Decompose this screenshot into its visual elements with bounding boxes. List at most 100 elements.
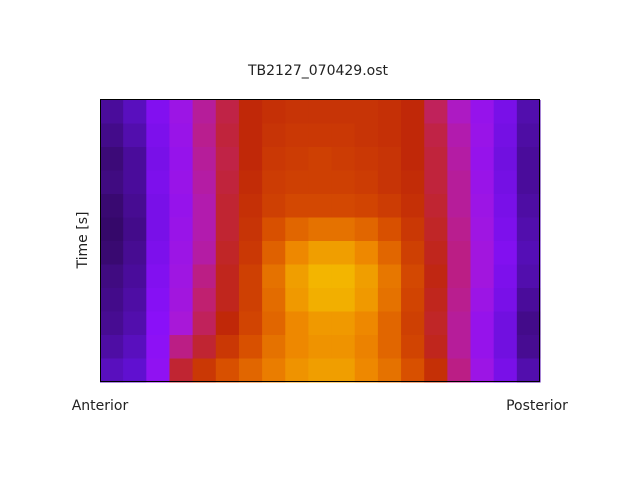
heatmap-cell xyxy=(377,194,402,218)
heatmap-cell xyxy=(470,288,495,312)
heatmap-cell xyxy=(401,241,425,265)
heatmap-cell xyxy=(331,358,356,383)
heatmap-cell xyxy=(308,123,333,148)
heatmap-cell xyxy=(169,170,194,195)
heatmap-cell xyxy=(308,335,333,359)
heatmap-cell xyxy=(285,335,309,359)
heatmap-cell xyxy=(146,147,170,171)
heatmap-cell xyxy=(516,311,541,336)
heatmap-cell xyxy=(516,264,541,289)
heatmap-cell xyxy=(331,147,356,171)
heatmap-cell xyxy=(215,217,240,242)
heatmap-cell xyxy=(100,358,124,383)
heatmap-cell xyxy=(215,335,240,359)
heatmap-cell xyxy=(146,264,170,289)
heatmap-cell xyxy=(146,100,170,124)
heatmap-cell xyxy=(493,194,518,218)
heatmap-cell xyxy=(308,264,333,289)
heatmap-cell xyxy=(516,123,541,148)
heatmap-cell xyxy=(401,100,425,124)
heatmap-cell xyxy=(377,100,402,124)
heatmap-cell xyxy=(192,217,217,242)
heatmap-cell xyxy=(516,217,541,242)
heatmap-cell xyxy=(516,241,541,265)
heatmap-cell xyxy=(377,123,402,148)
heatmap-cell xyxy=(192,170,217,195)
heatmap-cell xyxy=(331,241,356,265)
heatmap-cell xyxy=(215,241,240,265)
heatmap-cell xyxy=(238,194,263,218)
heatmap-cell xyxy=(215,170,240,195)
heatmap-cell xyxy=(401,335,425,359)
heatmap-cell xyxy=(285,170,309,195)
chart-title: TB2127_070429.ost xyxy=(247,63,389,79)
heatmap-cell xyxy=(493,241,518,265)
heatmap-cell xyxy=(285,264,309,289)
heatmap-cell xyxy=(377,170,402,195)
heatmap-cell xyxy=(354,241,379,265)
heatmap-cell xyxy=(169,100,194,124)
x-end-label: Anterior xyxy=(72,398,129,414)
heatmap-cell xyxy=(331,194,356,218)
heatmap-cell xyxy=(123,241,147,265)
heatmap-cell xyxy=(331,100,356,124)
heatmap-cell xyxy=(100,100,124,124)
heatmap-cell xyxy=(424,100,448,124)
heatmap-cell xyxy=(470,311,495,336)
heatmap-cell xyxy=(424,241,448,265)
heatmap-cell xyxy=(169,123,194,148)
heatmap-cell xyxy=(146,170,170,195)
heatmap-cell xyxy=(100,264,124,289)
heatmap-cell xyxy=(447,170,472,195)
heatmap-cell xyxy=(401,123,425,148)
heatmap-cell xyxy=(100,241,124,265)
heatmap-cell xyxy=(493,288,518,312)
heatmap-cell xyxy=(377,217,402,242)
heatmap-cell xyxy=(192,311,217,336)
heatmap-cell xyxy=(285,311,309,336)
heatmap-cell xyxy=(238,170,263,195)
heatmap-cell xyxy=(470,123,495,148)
heatmap-cell xyxy=(331,264,356,289)
heatmap-cell xyxy=(470,170,495,195)
heatmap-cell xyxy=(447,241,472,265)
heatmap-cell xyxy=(424,335,448,359)
heatmap-cell xyxy=(424,147,448,171)
heatmap-cell xyxy=(470,335,495,359)
heatmap-cell xyxy=(354,358,379,383)
heatmap-cell xyxy=(331,335,356,359)
heatmap-cell xyxy=(401,170,425,195)
heatmap-cell xyxy=(493,170,518,195)
heatmap-cell xyxy=(447,100,472,124)
heatmap-cell xyxy=(262,264,286,289)
heatmap-cell xyxy=(123,147,147,171)
heatmap-cell xyxy=(447,217,472,242)
heatmap-cell xyxy=(401,147,425,171)
heatmap-cell xyxy=(238,335,263,359)
heatmap-cell xyxy=(424,264,448,289)
heatmap-cell xyxy=(447,358,472,383)
heatmap-cell xyxy=(146,217,170,242)
heatmap-cell xyxy=(100,147,124,171)
heatmap-cell xyxy=(493,123,518,148)
heatmap-cell xyxy=(354,335,379,359)
heatmap-cell xyxy=(447,335,472,359)
heatmap-cell xyxy=(354,311,379,336)
heatmap-cell xyxy=(424,217,448,242)
heatmap-cell xyxy=(424,358,448,383)
heatmap-cell xyxy=(285,217,309,242)
heatmap-cell xyxy=(354,123,379,148)
heatmap-cell xyxy=(123,123,147,148)
heatmap-cell xyxy=(424,170,448,195)
heatmap-cell xyxy=(262,335,286,359)
heatmap-cell xyxy=(215,358,240,383)
heatmap-cell xyxy=(516,147,541,171)
heatmap-cell xyxy=(262,311,286,336)
heatmap-cell xyxy=(354,264,379,289)
heatmap-cell xyxy=(308,194,333,218)
heatmap-cell xyxy=(238,288,263,312)
heatmap-cell xyxy=(146,194,170,218)
heatmap-cell xyxy=(238,100,263,124)
heatmap-cell xyxy=(470,358,495,383)
